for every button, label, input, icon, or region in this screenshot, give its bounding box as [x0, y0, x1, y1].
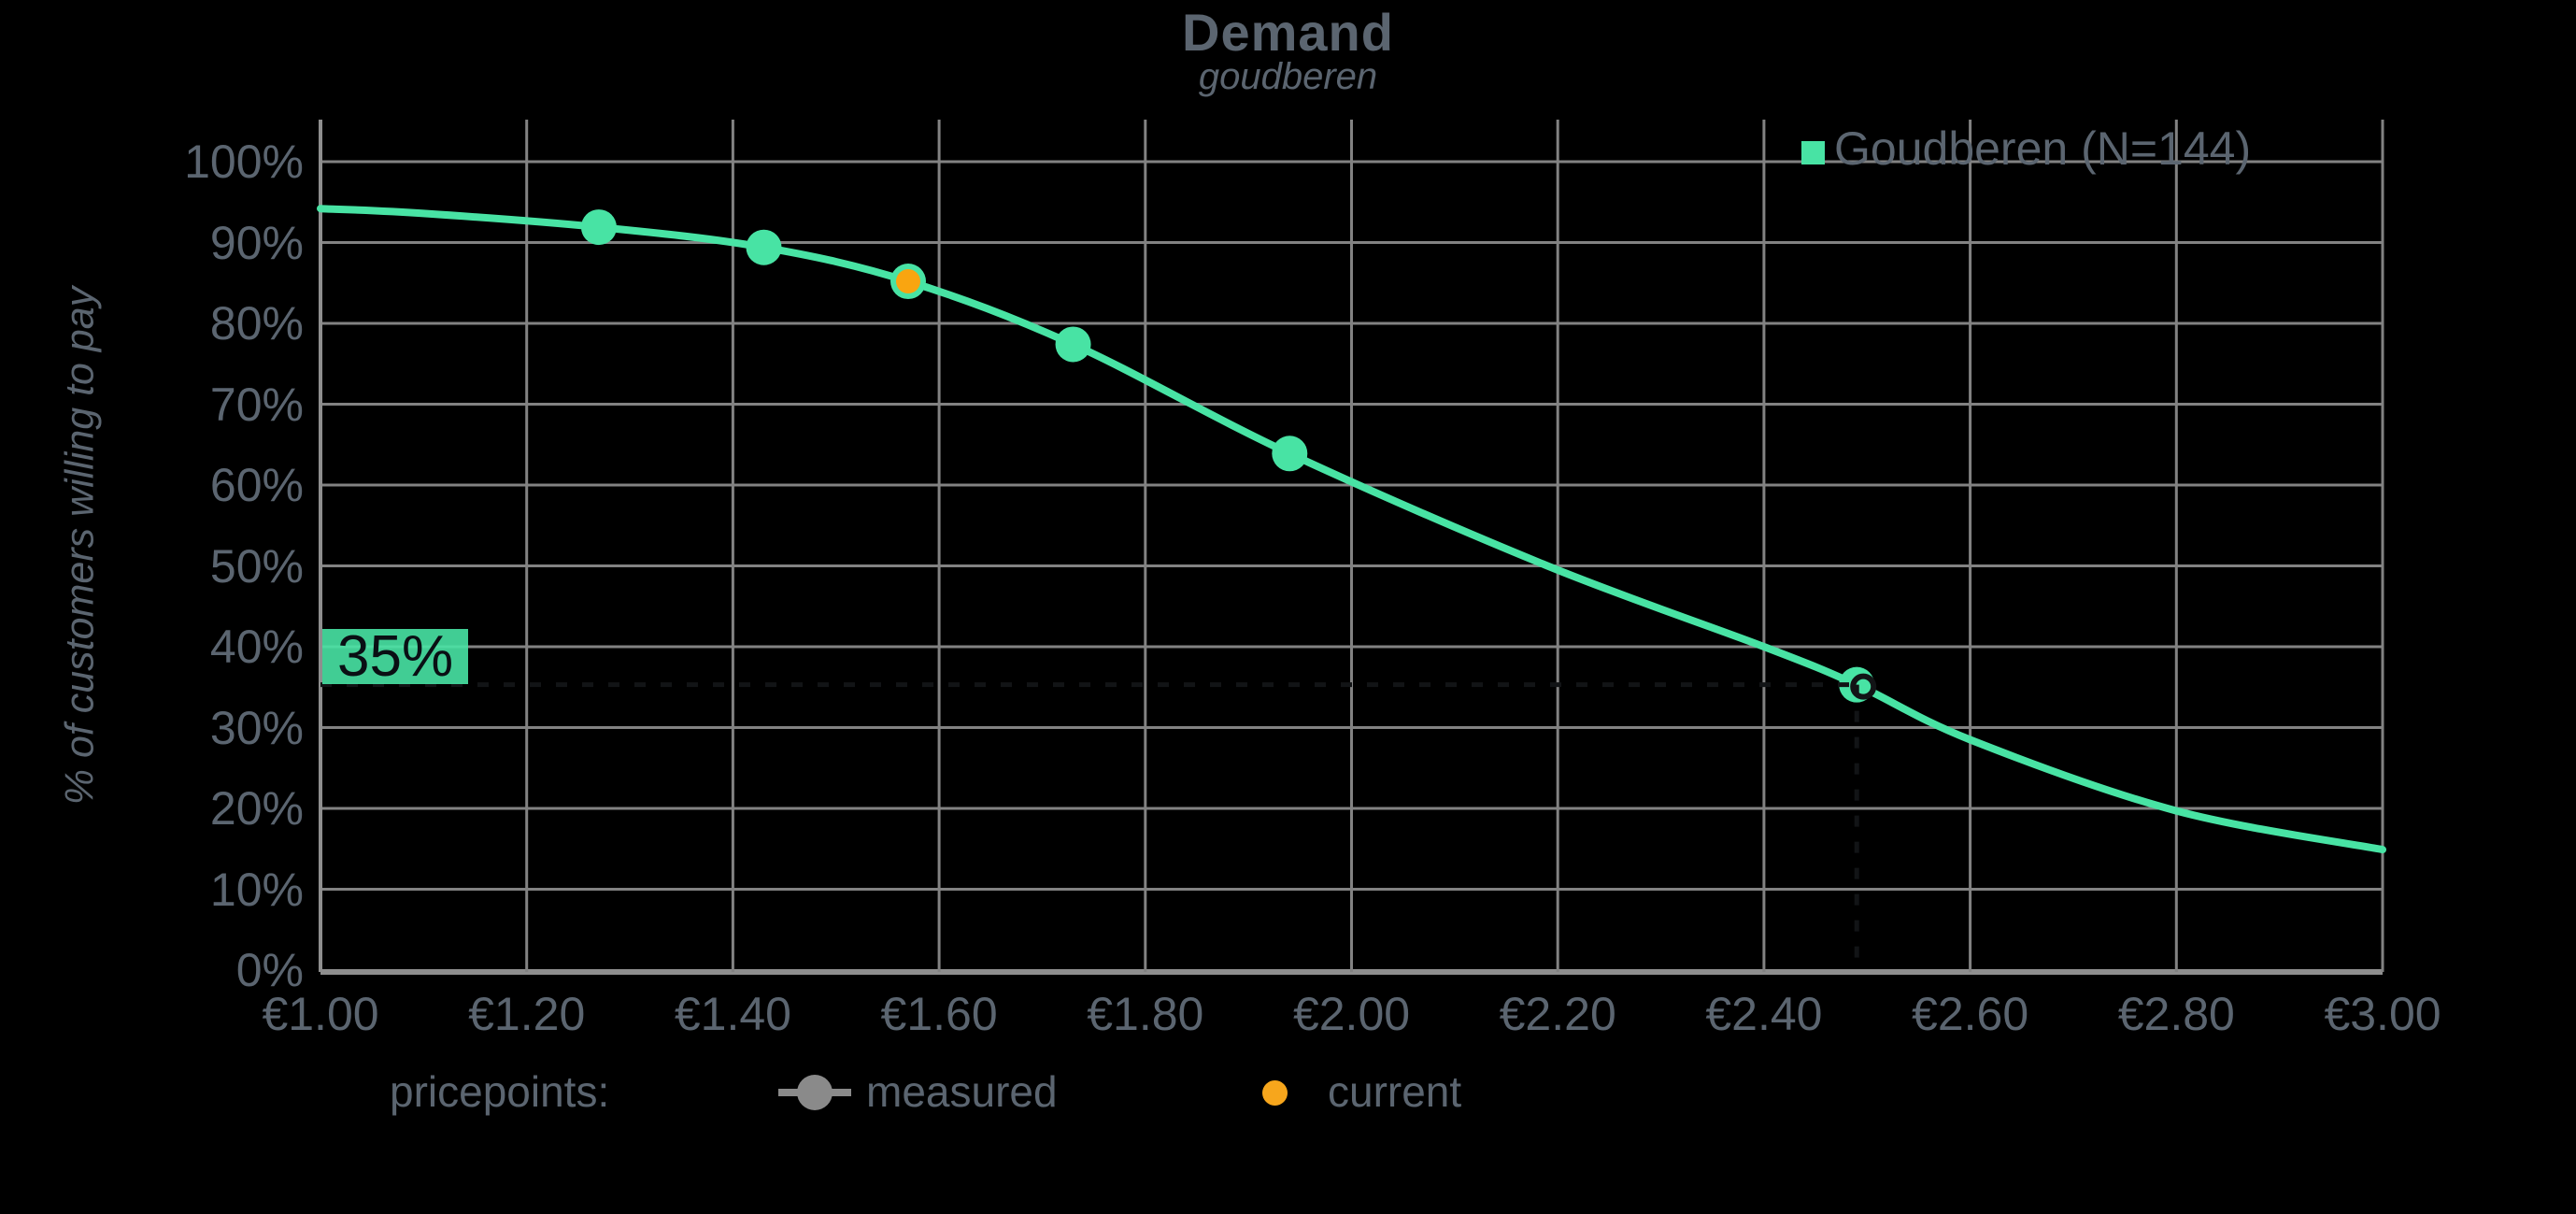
measured-point	[746, 229, 782, 265]
x-tick-label: €2.60	[1912, 988, 2029, 1040]
x-tick-label: €1.40	[674, 988, 791, 1040]
x-tick-label: €1.80	[1087, 988, 1204, 1040]
measured-point	[580, 209, 617, 246]
y-tick-label: 0%	[235, 944, 304, 996]
x-tick-label: €2.80	[2117, 988, 2235, 1040]
x-tick-label: €2.00	[1292, 988, 1411, 1040]
y-tick-label: 10%	[209, 863, 304, 916]
y-tick-label: 80%	[209, 297, 304, 350]
x-tick-label: €3.00	[2324, 988, 2441, 1040]
y-tick-label: 100%	[184, 136, 304, 188]
current-legend-label: current	[1328, 1067, 1462, 1116]
measured-marker-icon	[797, 1075, 833, 1110]
demand-curve	[317, 205, 2386, 854]
chart-title: Demand	[1182, 3, 1394, 62]
y-tick-label: 40%	[209, 621, 304, 673]
x-tick-label: €2.40	[1705, 988, 1823, 1040]
x-tick-label: €1.20	[468, 988, 586, 1040]
y-tick-label: 20%	[209, 782, 304, 835]
measured-point	[1055, 326, 1091, 363]
x-tick-label: €1.00	[262, 988, 379, 1040]
pricepoints-legend-title: pricepoints:	[390, 1067, 610, 1116]
series-legend: Goudberen (N=144)	[1801, 121, 2251, 176]
threshold-badge: 35%	[322, 623, 469, 689]
y-tick-label: 90%	[209, 216, 304, 269]
chart-subtitle: goudberen	[1198, 56, 1378, 97]
y-tick-label: 70%	[209, 378, 304, 431]
legend-swatch-icon	[1801, 140, 1825, 164]
current-marker-icon	[1262, 1080, 1288, 1106]
x-tick-label: €2.20	[1499, 988, 1616, 1040]
current-point	[895, 269, 920, 294]
y-tick-label: 60%	[209, 459, 304, 511]
threshold-ring-icon	[1850, 673, 1877, 700]
legend-series-label: Goudberen (N=144)	[1834, 122, 2252, 175]
y-tick-label: 30%	[209, 701, 304, 754]
y-tick-label: 50%	[209, 539, 304, 593]
measured-point	[1272, 436, 1308, 472]
threshold-badge-label: 35%	[337, 623, 454, 689]
x-tick-label: €1.60	[880, 988, 998, 1040]
measured-legend-label: measured	[866, 1067, 1058, 1116]
